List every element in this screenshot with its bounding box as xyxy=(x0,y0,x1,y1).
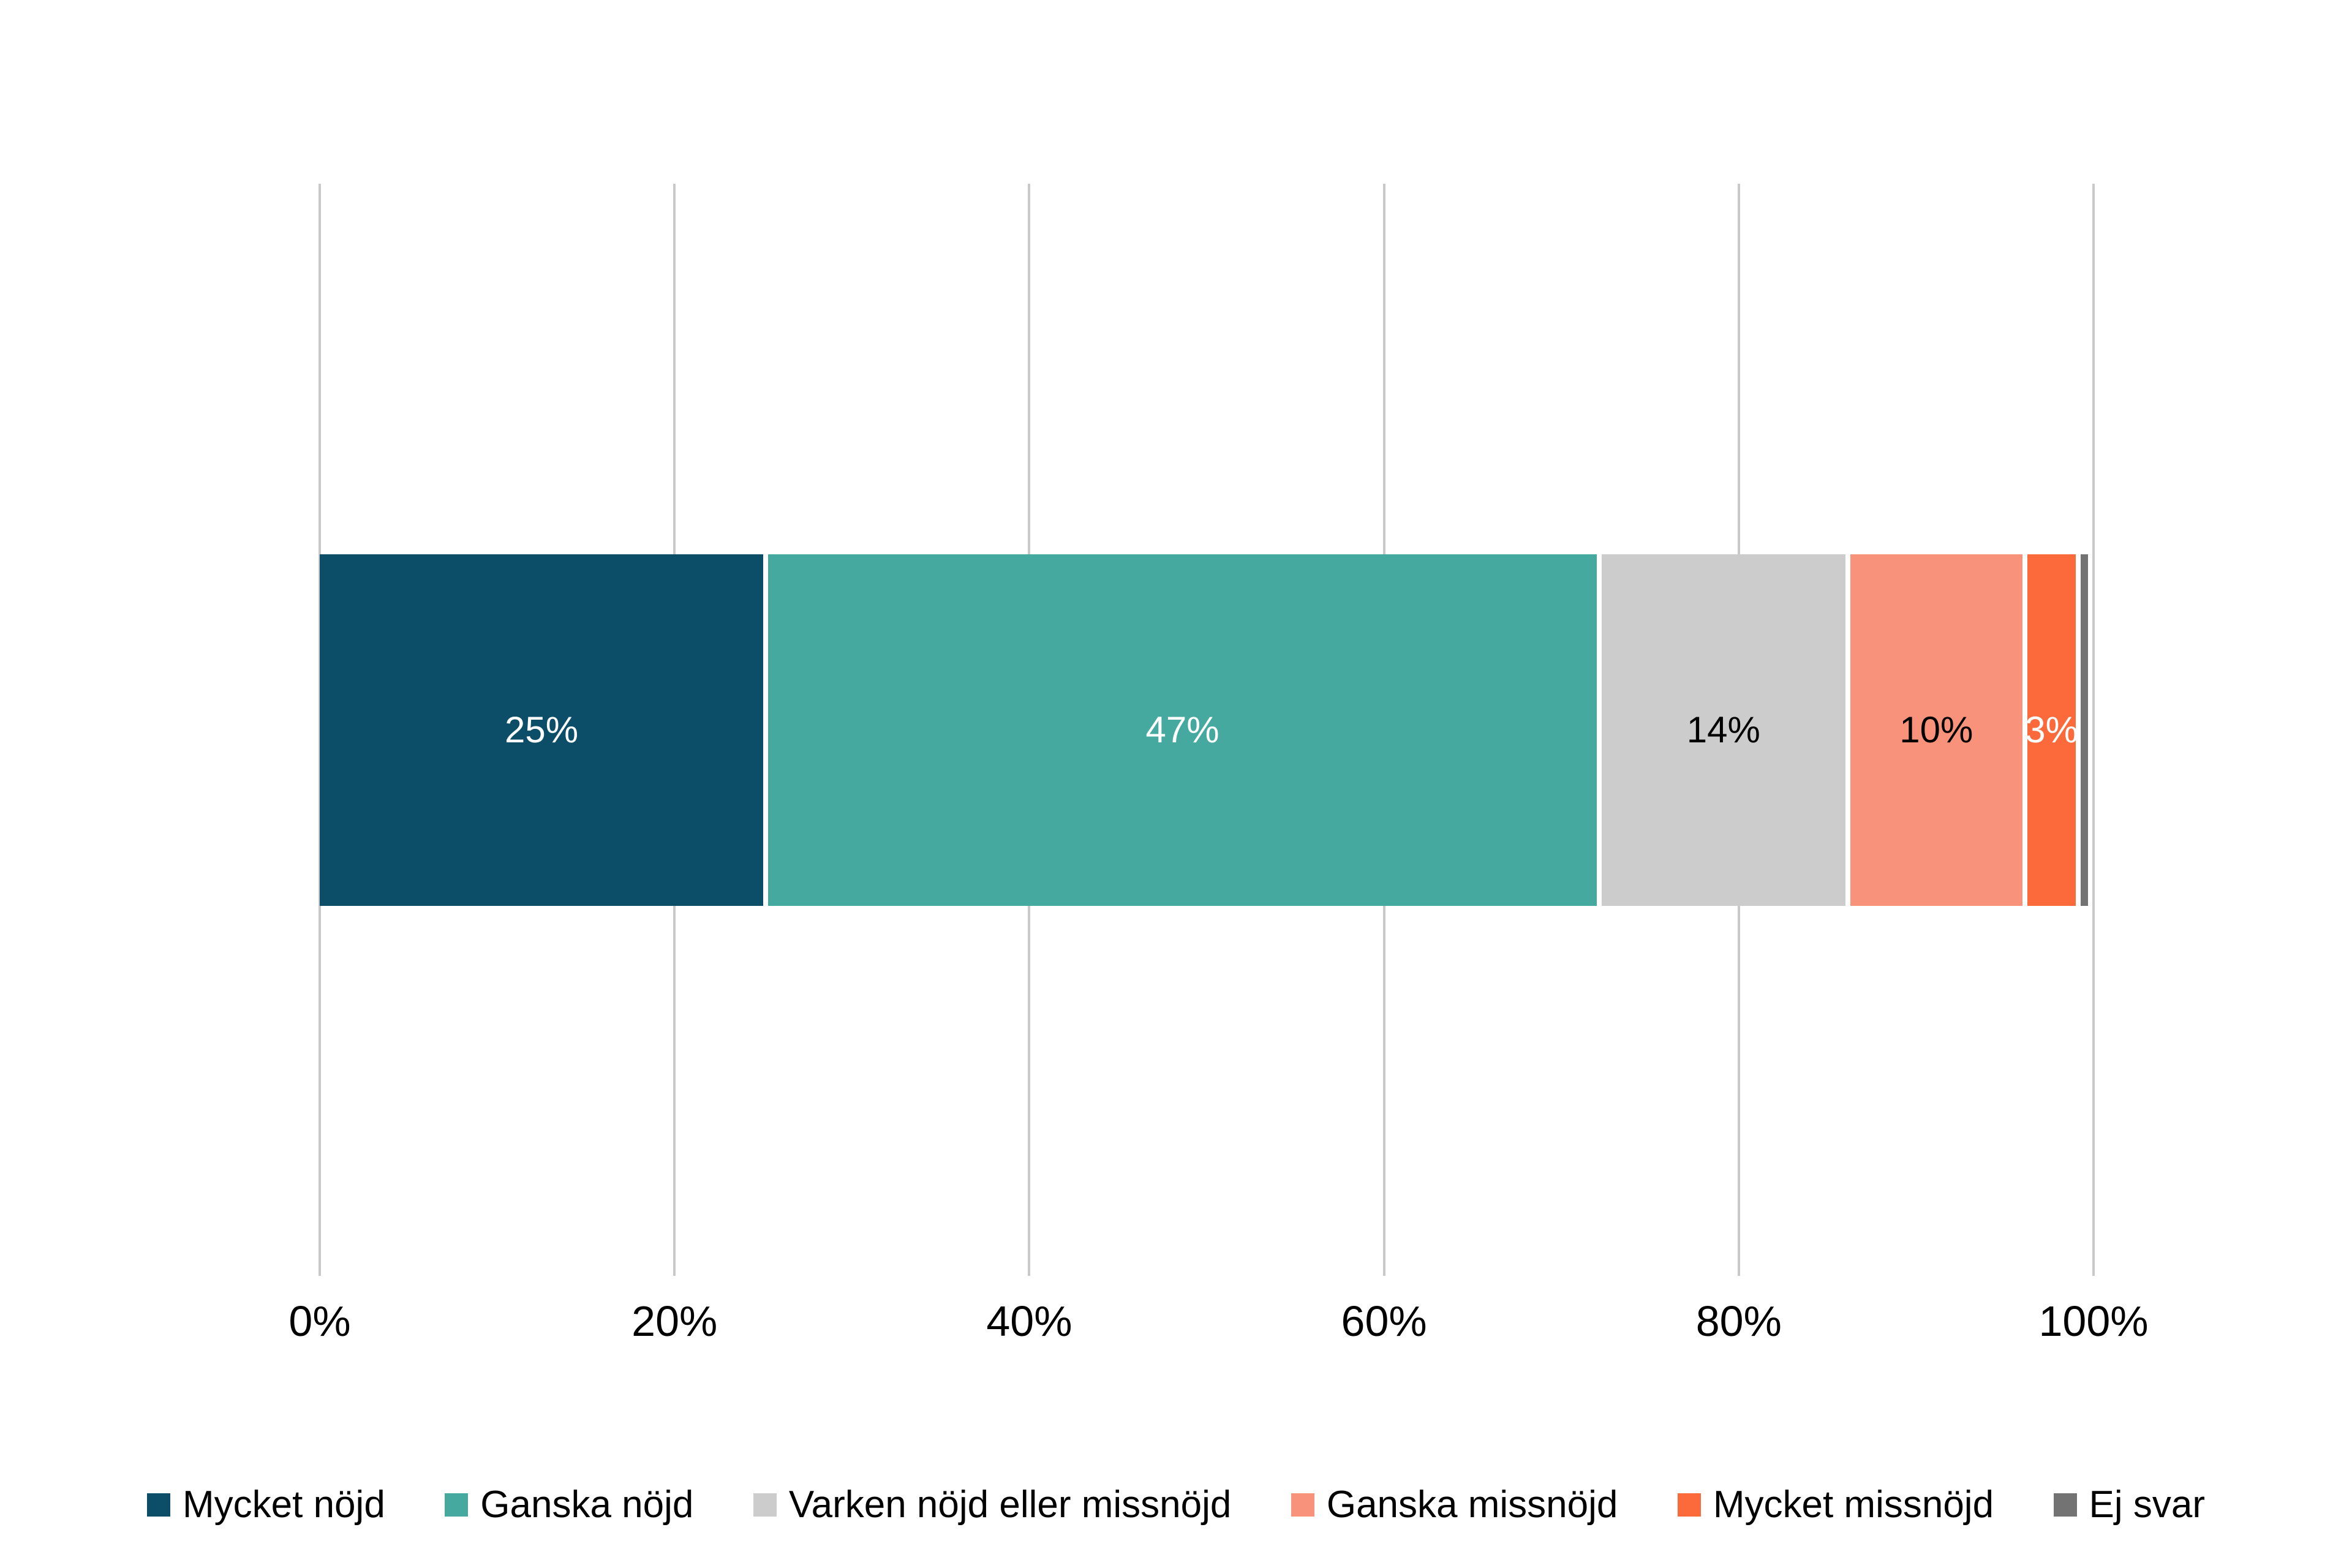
x-tick-label-20: 20% xyxy=(631,1297,718,1345)
legend-label-ganska-missnojd: Ganska missnöjd xyxy=(1326,1483,1618,1526)
bar-segment-ganska-nojd: 47% xyxy=(763,554,1597,906)
stacked-bar: 25% 47% 14% 10% 3% xyxy=(320,554,2094,906)
bar-segment-varken-nojd-eller-missnojd: 14% xyxy=(1597,554,1845,906)
legend-label-mycket-missnojd: Mycket missnöjd xyxy=(1713,1483,1994,1526)
legend-label-ej-svar: Ej svar xyxy=(2089,1483,2205,1526)
legend-label-mycket-nojd: Mycket nöjd xyxy=(183,1483,385,1526)
data-label-mycket-missnojd: 3% xyxy=(2025,709,2078,750)
data-label-ganska-missnojd: 10% xyxy=(1899,709,1973,750)
x-tick-label-0: 0% xyxy=(288,1297,351,1345)
legend-swatch-ej-svar xyxy=(2053,1493,2077,1517)
data-label-varken-nojd-eller-missnojd: 14% xyxy=(1686,709,1760,750)
bar-segment-ganska-missnojd: 10% xyxy=(1845,554,2023,906)
bar-segment-mycket-missnojd: 3% xyxy=(2022,554,2078,906)
legend-item-ganska-nojd: Ganska nöjd xyxy=(445,1486,693,1524)
x-tick-label-100: 100% xyxy=(2038,1297,2149,1345)
legend-swatch-mycket-missnojd xyxy=(1677,1493,1701,1517)
gridline-100 xyxy=(2092,184,2095,1276)
legend-item-mycket-nojd: Mycket nöjd xyxy=(147,1486,385,1524)
legend-item-ej-svar: Ej svar xyxy=(2053,1483,2205,1526)
bar-segment-mycket-nojd: 25% xyxy=(320,554,763,906)
x-tick-label-40: 40% xyxy=(986,1297,1072,1345)
legend-label-varken-nojd-eller-missnojd: Varken nöjd eller missnöjd xyxy=(788,1483,1232,1526)
legend: Mycket nöjd Ganska nöjd Varken nöjd eller … xyxy=(147,1486,2205,1524)
legend-swatch-ganska-missnojd xyxy=(1291,1493,1314,1517)
x-tick-label-80: 80% xyxy=(1695,1297,1782,1345)
legend-item-ganska-missnojd: Ganska missnöjd xyxy=(1291,1486,1618,1524)
x-tick-label-60: 60% xyxy=(1341,1297,1427,1345)
data-label-ganska-nojd: 47% xyxy=(1145,709,1219,750)
legend-swatch-mycket-nojd xyxy=(147,1493,170,1517)
legend-swatch-varken-nojd-eller-missnojd xyxy=(753,1493,777,1517)
bar-segment-ej-svar xyxy=(2076,554,2089,906)
legend-item-mycket-missnojd: Mycket missnöjd xyxy=(1677,1483,1994,1526)
legend-item-varken-nojd-eller-missnojd: Varken nöjd eller missnöjd xyxy=(753,1483,1232,1526)
data-label-mycket-nojd: 25% xyxy=(504,709,579,750)
legend-label-ganska-nojd: Ganska nöjd xyxy=(480,1483,694,1526)
legend-swatch-ganska-nojd xyxy=(445,1493,469,1517)
